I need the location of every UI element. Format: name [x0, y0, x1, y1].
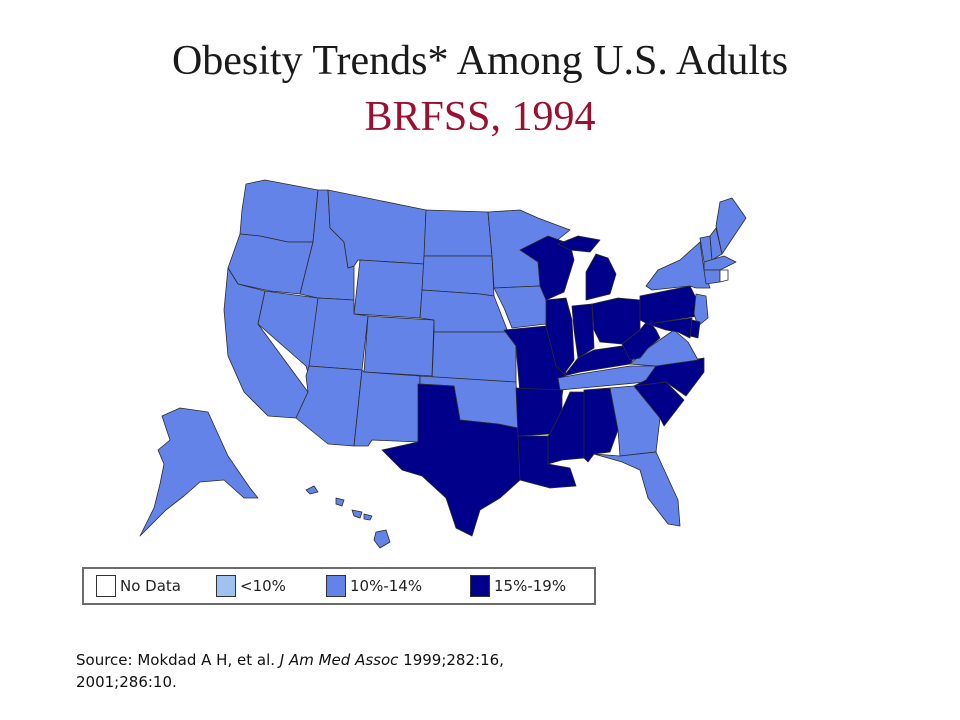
state-nd — [423, 209, 493, 257]
state-ct — [703, 269, 721, 285]
source-prefix: Source: Mokdad A H, et al. — [76, 651, 280, 669]
state-ny — [645, 241, 711, 291]
state-wi — [519, 235, 575, 301]
state-ak — [139, 407, 259, 537]
source-line2: 2001;286:10. — [76, 673, 177, 691]
state-il — [545, 297, 575, 375]
state-az — [295, 365, 363, 447]
state-mi — [585, 253, 617, 301]
state-me — [715, 197, 747, 255]
state-nj — [693, 293, 709, 327]
state-wv — [621, 319, 661, 361]
state-mi-up — [557, 235, 601, 253]
legend-swatch-lt10 — [216, 575, 236, 597]
legend-swatch-no-data — [96, 575, 116, 597]
source-citation: Source: Mokdad A H, et al. J Am Med Asso… — [76, 649, 716, 693]
state-fl — [593, 451, 681, 527]
us-obesity-map — [139, 179, 747, 549]
state-hi-5 — [373, 529, 391, 549]
state-ri — [719, 269, 729, 283]
legend-swatch-15-19 — [470, 575, 490, 597]
state-in — [571, 303, 595, 359]
state-co — [363, 315, 435, 377]
state-md — [647, 317, 693, 339]
state-tx — [381, 383, 521, 537]
title-line1: Obesity Trends* Among U.S. Adults — [171, 38, 789, 84]
map-legend: No Data <10% 10%-14% 15%-19% — [82, 567, 596, 605]
state-hi-1 — [305, 485, 319, 495]
state-nm — [353, 369, 421, 447]
legend-label-lt10: <10% — [240, 577, 286, 595]
state-wy — [353, 259, 425, 319]
source-suffix: 1999;282:16, — [398, 651, 504, 669]
state-ma — [703, 255, 737, 271]
state-wa — [239, 179, 319, 243]
legend-label-no-data: No Data — [120, 577, 181, 595]
legend-label-15-19: 15%-19% — [494, 577, 567, 595]
state-sd — [421, 255, 495, 297]
legend-label-10-14: 10%-14% — [350, 577, 423, 595]
title-line2: BRFSS, 1994 — [364, 94, 596, 140]
state-hi-4 — [363, 513, 373, 521]
state-hi-3 — [351, 509, 363, 519]
state-ks — [431, 331, 517, 383]
state-hi-2 — [335, 497, 345, 507]
source-journal: J Am Med Assoc — [279, 651, 399, 669]
legend-swatch-10-14 — [326, 575, 346, 597]
